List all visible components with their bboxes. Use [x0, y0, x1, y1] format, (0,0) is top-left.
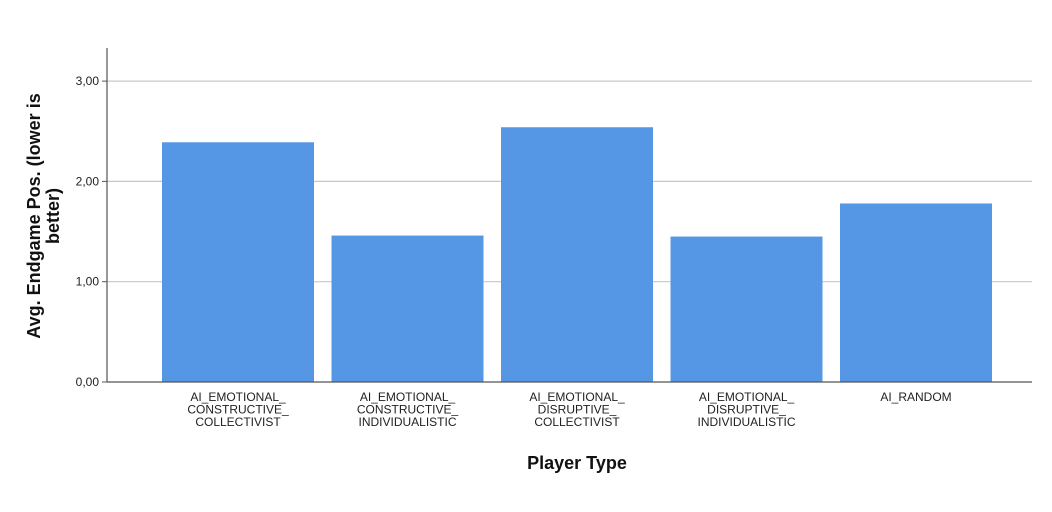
y-tick-label: 1,00: [76, 275, 100, 289]
x-tick-labels: AI_EMOTIONAL_ CONSTRUCTIVE_ COLLECTIVIST AI…: [187, 390, 951, 429]
y-tick-label: 3,00: [76, 74, 100, 88]
y-axis-title-line-2: better): [43, 188, 63, 244]
x-tick-label: AI_EMOTIONAL_ DISRUPTIVE_ INDIVIDUALISTIC: [697, 390, 795, 429]
y-tick-label: 2,00: [76, 174, 100, 188]
x-tick-label: AI_EMOTIONAL_ CONSTRUCTIVE_ INDIVIDUALISTI…: [357, 390, 459, 429]
x-tick-label: AI_RANDOM: [880, 390, 951, 404]
bar: [501, 127, 653, 382]
bar: [840, 203, 992, 382]
axes: [102, 48, 1032, 383]
bar: [162, 142, 314, 382]
y-axis-title: Avg. Endgame Pos. (lower is better): [24, 93, 63, 338]
x-tick-label: AI_EMOTIONAL_ DISRUPTIVE_ COLLECTIVIST: [529, 390, 625, 429]
bar: [331, 235, 484, 382]
x-axis-title: Player Type: [527, 453, 627, 473]
y-tick-labels: 0,00 1,00 2,00 3,00: [76, 74, 100, 389]
y-axis-title-line-1: Avg. Endgame Pos. (lower is: [24, 93, 44, 338]
bar: [670, 236, 823, 382]
bars: [162, 127, 992, 382]
x-tick-label: AI_EMOTIONAL_ CONSTRUCTIVE_ COLLECTIVIST: [187, 390, 289, 429]
y-tick-label: 0,00: [76, 375, 100, 389]
